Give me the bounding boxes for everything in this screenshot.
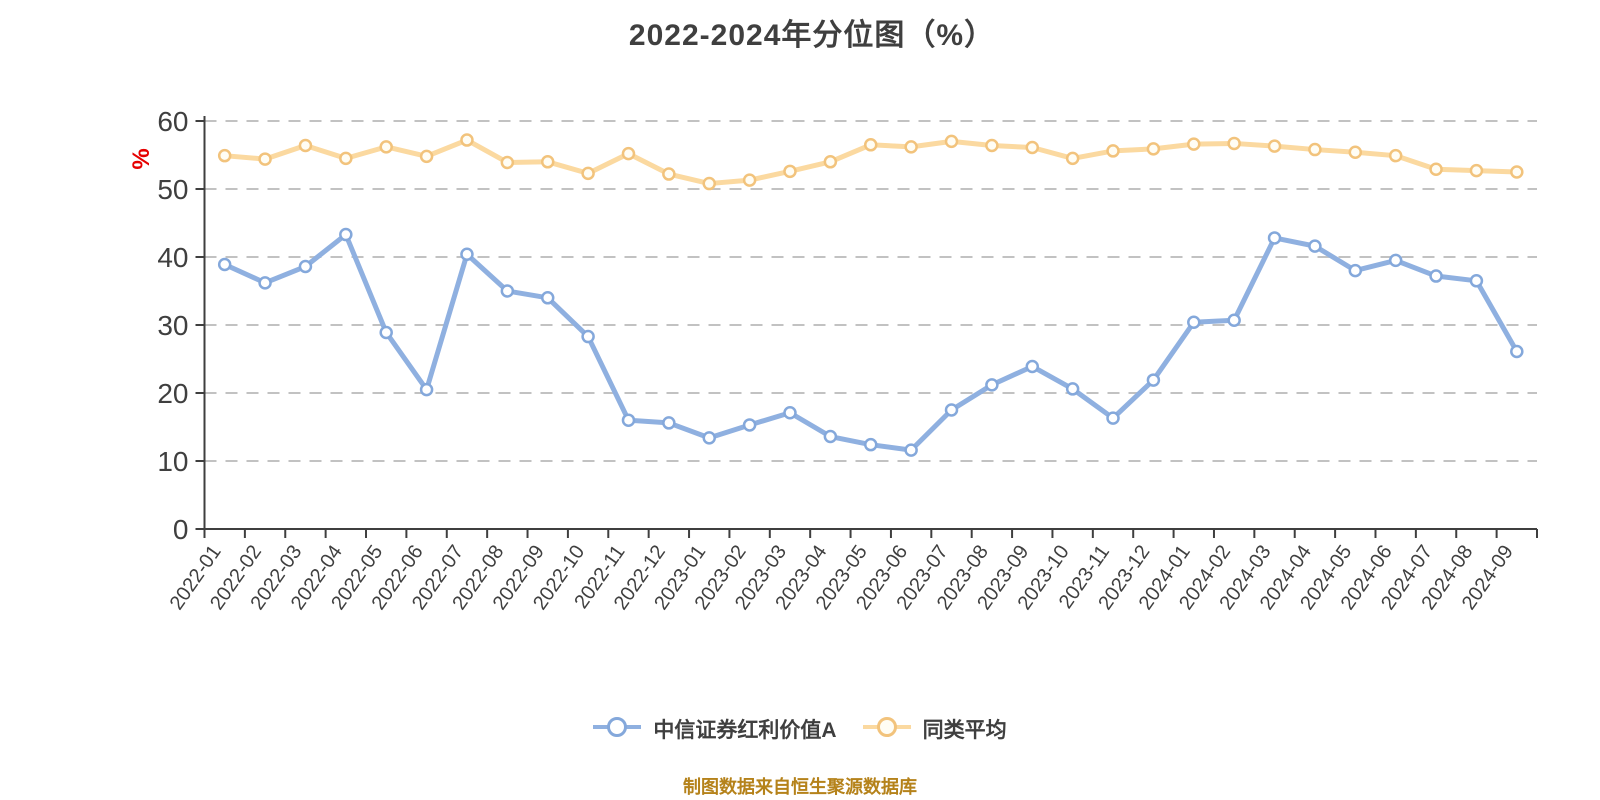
fund-line-marker-icon [593, 715, 642, 744]
svg-text:50: 50 [157, 174, 188, 205]
average-line-marker-icon [862, 715, 911, 744]
data-source-caption: 制图数据来自恒生聚源数据库 [683, 777, 917, 797]
svg-text:%: % [128, 148, 155, 169]
legend-item-fund[interactable]: 中信证券红利价值A [593, 714, 837, 744]
svg-text:30: 30 [157, 310, 188, 341]
svg-text:10: 10 [157, 446, 188, 477]
chart-legend: 中信证券红利价值A 同类平均 [0, 714, 1600, 744]
chart-title: 2022-2024年分位图（%） [628, 19, 996, 52]
legend-item-category-average[interactable]: 同类平均 [862, 714, 1007, 744]
svg-text:0: 0 [173, 514, 189, 545]
svg-text:20: 20 [157, 378, 188, 409]
legend-label-fund: 中信证券红利价值A [653, 719, 837, 742]
legend-label-average: 同类平均 [922, 719, 1007, 742]
svg-text:40: 40 [157, 242, 188, 273]
svg-text:60: 60 [157, 106, 188, 137]
